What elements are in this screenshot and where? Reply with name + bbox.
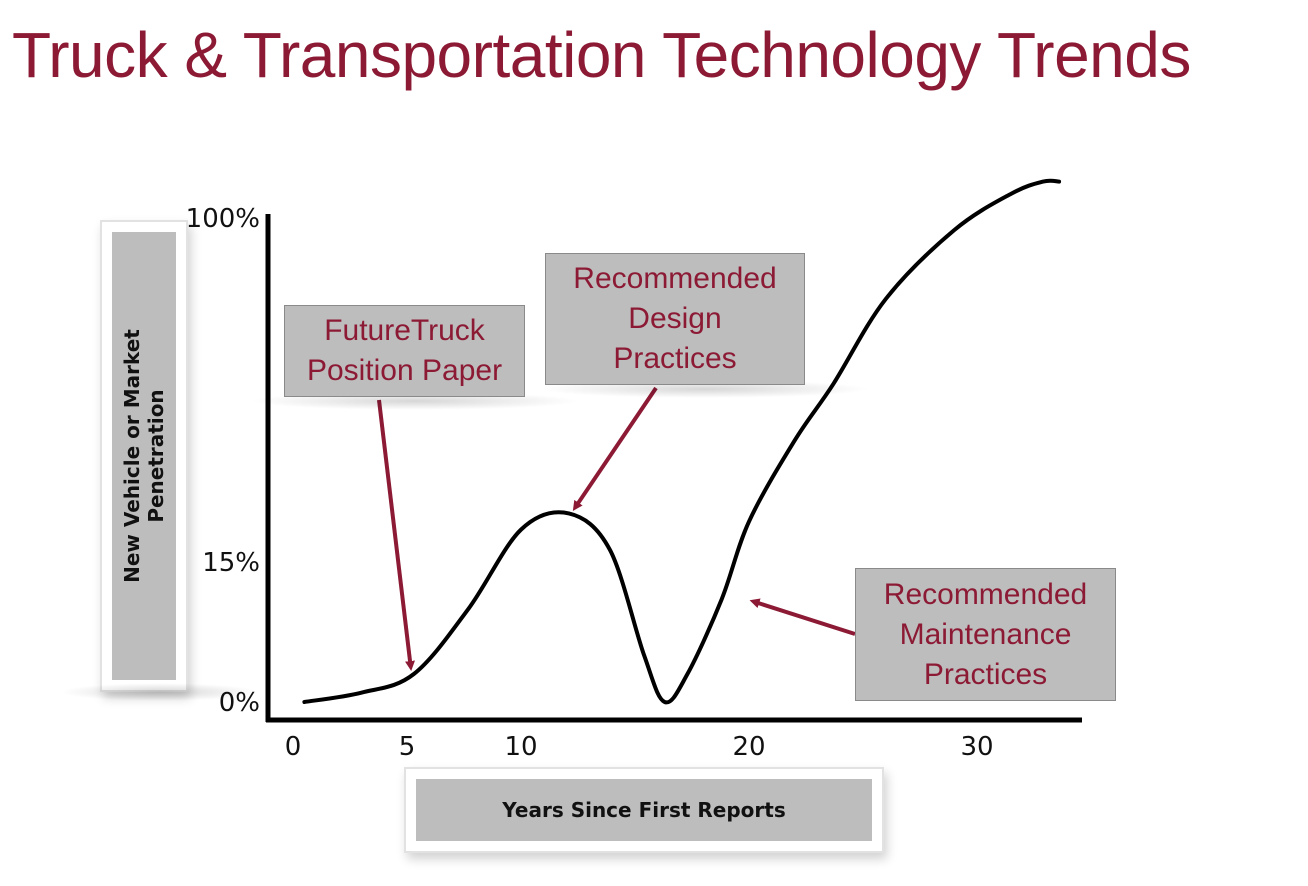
annotation-arrow bbox=[377, 399, 415, 672]
callout-line: FutureTruck bbox=[324, 314, 485, 347]
callout-line: Design bbox=[628, 302, 722, 335]
x-axis-label: Years Since First Reports bbox=[502, 798, 786, 822]
callout-futuretruck: FutureTruck Position Paper bbox=[284, 305, 525, 397]
frame-shadow bbox=[60, 683, 260, 701]
x-tick-label: 20 bbox=[732, 732, 765, 762]
callout-line: Practices bbox=[613, 342, 737, 375]
callout-maintenance-practices: Recommended Maintenance Practices bbox=[855, 568, 1116, 701]
x-tick-label: 0 bbox=[285, 732, 302, 762]
x-tick-label: 10 bbox=[504, 732, 537, 762]
callout-line: Maintenance bbox=[899, 617, 1072, 651]
y-tick-label: 0% bbox=[219, 688, 260, 718]
series-line bbox=[302, 178, 1062, 705]
x-tick-label: 30 bbox=[960, 732, 993, 762]
y-tick-label: 100% bbox=[186, 204, 260, 234]
callout-line: Practices bbox=[923, 657, 1048, 691]
callout-line: Recommended bbox=[573, 262, 777, 295]
y-axis-label-box: New Vehicle or Market Penetration bbox=[100, 220, 188, 692]
callout-line: Position Paper bbox=[306, 354, 503, 387]
callout-line: Recommended bbox=[883, 577, 1088, 611]
x-axis-label-box: Years Since First Reports bbox=[404, 767, 884, 853]
x-tick-label: 5 bbox=[399, 732, 416, 762]
y-tick-label: 15% bbox=[202, 548, 260, 578]
annotation-arrow bbox=[572, 386, 658, 511]
annotation-arrow bbox=[749, 598, 856, 636]
page-title: Truck & Transportation Technology Trends bbox=[12, 19, 1191, 91]
callout-design-practices: Recommended Design Practices bbox=[545, 253, 805, 385]
